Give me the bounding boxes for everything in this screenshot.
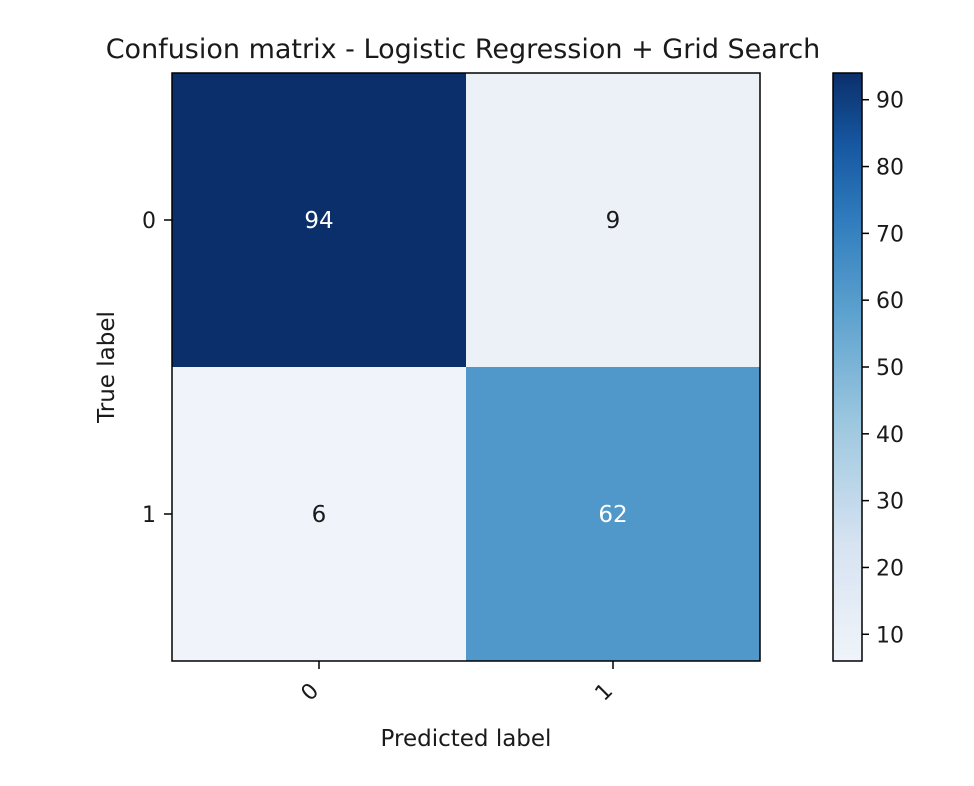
colorbar-tick-label: 90 [876, 89, 904, 114]
colorbar-tick-label: 50 [876, 356, 904, 381]
heatmap-cells [172, 73, 760, 661]
heatmap-cell [172, 73, 466, 367]
x-tick-label: 0 [297, 679, 325, 707]
cell-value-label: 94 [304, 208, 333, 234]
colorbar-tick-label: 40 [876, 423, 904, 448]
heatmap-cell [172, 367, 466, 661]
colorbar [832, 72, 863, 662]
y-axis-label: True label [94, 311, 120, 424]
colorbar-tick-label: 10 [876, 623, 904, 648]
colorbar-tick-label: 20 [876, 556, 904, 581]
heatmap-cell-labels: 94 9 6 62 [304, 208, 627, 528]
x-axis-label: Predicted label [381, 726, 552, 752]
cell-value-label: 62 [598, 502, 627, 528]
plot-frame [171, 72, 761, 662]
colorbar-tick-label: 70 [876, 222, 904, 247]
y-tick-label: 0 [142, 209, 156, 234]
y-axis-ticks: 01 [142, 209, 172, 528]
heatmap-cell [466, 367, 760, 661]
colorbar-tick-label: 80 [876, 156, 904, 181]
cell-value-label: 6 [312, 502, 327, 528]
x-tick-label: 1 [591, 679, 619, 707]
colorbar-tick-label: 60 [876, 289, 904, 314]
cell-value-label: 9 [606, 208, 621, 234]
heatmap-cell [466, 73, 760, 367]
y-tick-label: 1 [142, 503, 156, 528]
chart-title: Confusion matrix - Logistic Regression +… [106, 34, 821, 65]
colorbar-ticks: 10 20 30 40 50 60 70 80 90 [862, 89, 904, 648]
colorbar-tick-label: 30 [876, 490, 904, 515]
